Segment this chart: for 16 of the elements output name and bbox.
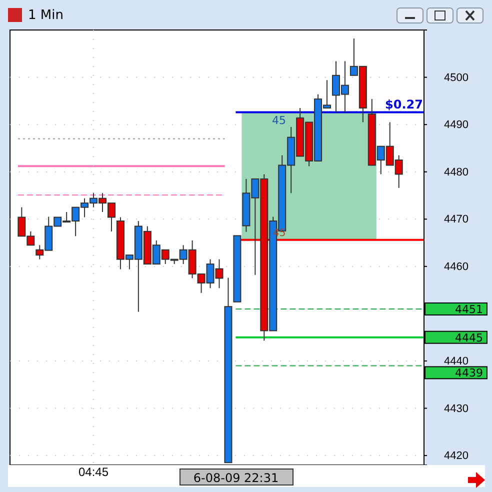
ref-line-label: 4451 xyxy=(455,302,483,316)
x-tick-label: 04:45 xyxy=(78,465,109,479)
annotation: 45 xyxy=(272,114,286,127)
y-tick-label: 4430 xyxy=(444,402,468,415)
chart-title: 1 Min xyxy=(28,8,64,23)
y-tick-label: 4420 xyxy=(444,450,468,462)
text: 6-08-09 22:31 xyxy=(193,471,279,485)
ref-line-label: 4445 xyxy=(455,331,483,344)
y-tick-label: 4440 xyxy=(444,356,468,368)
y-tick-label: 4490 xyxy=(444,119,468,132)
annotation: $0.27 xyxy=(385,97,423,112)
y-tick-label: 4500 xyxy=(444,72,468,84)
y-tick-label: 4460 xyxy=(444,260,468,273)
y-tick-label: 4480 xyxy=(444,166,468,178)
y-tick-label: 4470 xyxy=(444,214,468,226)
ref-line-label: 4439 xyxy=(455,366,483,380)
